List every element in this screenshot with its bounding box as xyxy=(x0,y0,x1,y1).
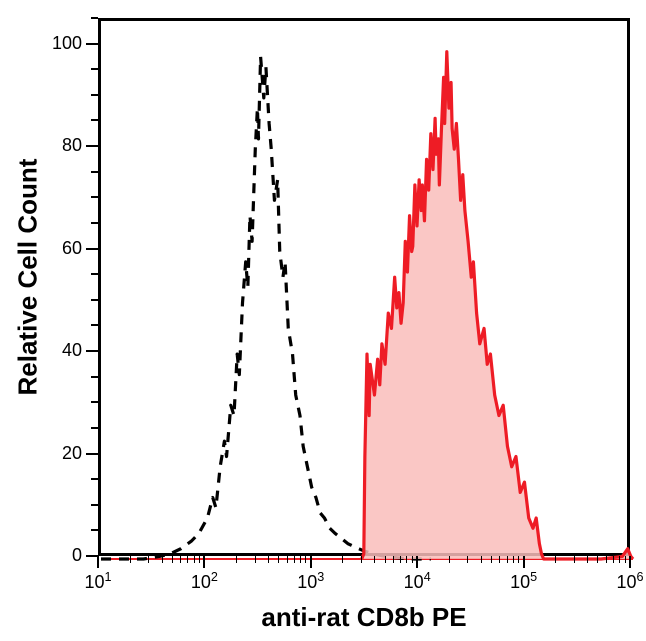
x-tick xyxy=(97,556,99,568)
x-minor-tick xyxy=(499,556,500,563)
x-minor-tick xyxy=(385,556,386,563)
y-tick-label: 80 xyxy=(42,135,82,156)
x-minor-tick xyxy=(406,556,407,563)
x-tick-label: 104 xyxy=(392,570,442,593)
x-minor-tick xyxy=(587,556,588,563)
y-axis-label: Relative Cell Count xyxy=(13,176,44,396)
y-minor-tick xyxy=(91,94,98,96)
x-minor-tick xyxy=(187,556,188,563)
x-minor-tick xyxy=(278,556,279,563)
y-minor-tick xyxy=(91,17,98,19)
x-tick-label: 103 xyxy=(286,570,336,593)
y-minor-tick xyxy=(91,401,98,403)
x-minor-tick xyxy=(268,556,269,563)
x-minor-tick xyxy=(180,556,181,563)
x-minor-tick xyxy=(518,556,519,563)
y-tick-label: 20 xyxy=(42,443,82,464)
x-minor-tick xyxy=(305,556,306,563)
y-tick xyxy=(86,350,98,352)
x-minor-tick xyxy=(361,556,362,563)
x-minor-tick xyxy=(236,556,237,563)
x-minor-tick xyxy=(130,556,131,563)
x-minor-tick xyxy=(606,556,607,563)
x-minor-tick xyxy=(162,556,163,563)
y-minor-tick xyxy=(91,222,98,224)
x-tick-label: 102 xyxy=(179,570,229,593)
x-minor-tick xyxy=(148,556,149,563)
x-tick-label: 106 xyxy=(605,570,646,593)
y-minor-tick xyxy=(91,273,98,275)
x-minor-tick xyxy=(199,556,200,563)
x-minor-tick xyxy=(400,556,401,563)
histogram-svg xyxy=(101,21,633,559)
y-minor-tick xyxy=(91,376,98,378)
x-minor-tick xyxy=(172,556,173,563)
y-minor-tick xyxy=(91,119,98,121)
x-minor-tick xyxy=(513,556,514,563)
x-minor-tick xyxy=(625,556,626,563)
x-minor-tick xyxy=(574,556,575,563)
x-tick-label: 101 xyxy=(73,570,123,593)
y-tick-label: 0 xyxy=(42,545,82,566)
x-tick xyxy=(416,556,418,568)
x-minor-tick xyxy=(294,556,295,563)
x-minor-tick xyxy=(613,556,614,563)
x-minor-tick xyxy=(619,556,620,563)
x-minor-tick xyxy=(342,556,343,563)
x-minor-tick xyxy=(300,556,301,563)
x-tick-label: 105 xyxy=(499,570,549,593)
y-tick xyxy=(86,248,98,250)
y-tick xyxy=(86,43,98,45)
y-tick-label: 100 xyxy=(42,33,82,54)
y-minor-tick xyxy=(91,324,98,326)
y-minor-tick xyxy=(91,427,98,429)
y-tick xyxy=(86,145,98,147)
flow-cytometry-histogram: Relative Cell Count anti-rat CD8b PE 0 20… xyxy=(0,0,646,641)
y-minor-tick xyxy=(91,171,98,173)
y-tick-label: 40 xyxy=(42,340,82,361)
x-tick xyxy=(310,556,312,568)
y-minor-tick xyxy=(91,68,98,70)
x-minor-tick xyxy=(555,556,556,563)
y-tick-label: 60 xyxy=(42,238,82,259)
x-minor-tick xyxy=(449,556,450,563)
x-minor-tick xyxy=(507,556,508,563)
x-minor-tick xyxy=(255,556,256,563)
x-tick xyxy=(523,556,525,568)
x-minor-tick xyxy=(393,556,394,563)
x-axis-label: anti-rat CD8b PE xyxy=(98,602,630,633)
x-minor-tick xyxy=(481,556,482,563)
y-minor-tick xyxy=(91,478,98,480)
x-tick xyxy=(203,556,205,568)
y-minor-tick xyxy=(91,299,98,301)
x-minor-tick xyxy=(287,556,288,563)
x-minor-tick xyxy=(597,556,598,563)
y-minor-tick xyxy=(91,196,98,198)
y-minor-tick xyxy=(91,529,98,531)
x-minor-tick xyxy=(467,556,468,563)
x-tick xyxy=(629,556,631,568)
x-minor-tick xyxy=(491,556,492,563)
plot-area xyxy=(98,18,630,556)
x-minor-tick xyxy=(374,556,375,563)
x-minor-tick xyxy=(194,556,195,563)
x-minor-tick xyxy=(412,556,413,563)
y-minor-tick xyxy=(91,504,98,506)
y-tick xyxy=(86,453,98,455)
